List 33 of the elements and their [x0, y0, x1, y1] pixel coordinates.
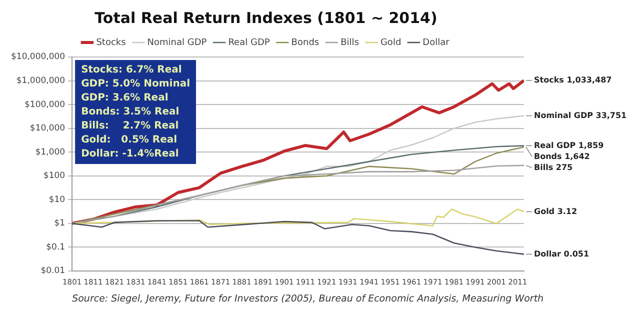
text: Nominal GDP 33,751 — [534, 110, 628, 120]
legend-label: Stocks — [96, 38, 126, 48]
legend-label: Dollar — [422, 38, 450, 48]
text: Dollar 0.051 — [534, 249, 590, 258]
text: Bonds 1,642 — [534, 152, 590, 161]
legend-label: Gold — [380, 38, 402, 48]
chart-title: Total Real Return Indexes (1801 ~ 2014) — [94, 8, 438, 27]
text: Stocks 1,033,487 — [534, 76, 612, 85]
annotation: Bills: 2.7% Real — [81, 120, 179, 132]
y-tick-label: $1,000,000 — [16, 76, 66, 86]
y-tick-label: $0.1 — [46, 242, 66, 252]
text: Bills 275 — [534, 162, 574, 172]
legend-label: Bonds — [291, 38, 320, 48]
annotation: Bonds: 3.5% Real — [81, 106, 180, 118]
y-tick-label: $10,000 — [30, 124, 66, 134]
legend-label: Nominal GDP — [147, 38, 208, 48]
y-tick-label: $100 — [43, 171, 66, 182]
y-tick-label: $100,000 — [24, 100, 66, 110]
y-tick-label: $0.01 — [40, 266, 66, 276]
y-tick-label: $10,000,000 — [10, 52, 66, 62]
annotation: GDP: 3.6% Real — [81, 92, 168, 104]
legend-label: Real GDP — [228, 38, 270, 48]
annotation: Gold: 0.5% Real — [81, 134, 178, 146]
y-tick-label: $10 — [48, 194, 66, 205]
annotation: GDP: 5.0% Nominal — [81, 78, 190, 90]
text: Real GDP 1,859 — [534, 140, 604, 150]
y-tick-label: $1,000 — [35, 147, 66, 158]
text: Gold 3.12 — [534, 206, 578, 216]
annotation: Stocks: 6.7% Real — [81, 64, 182, 76]
legend-label: Bills — [340, 38, 360, 48]
y-tick-label: $1 — [54, 218, 66, 229]
source-note: Source: Siegel, Jeremy, Future for Investors (2005), Bureau of Economic Analysis, Measuring Worth — [72, 294, 544, 305]
annotation: Dollar: -1.4%Real — [81, 148, 179, 160]
